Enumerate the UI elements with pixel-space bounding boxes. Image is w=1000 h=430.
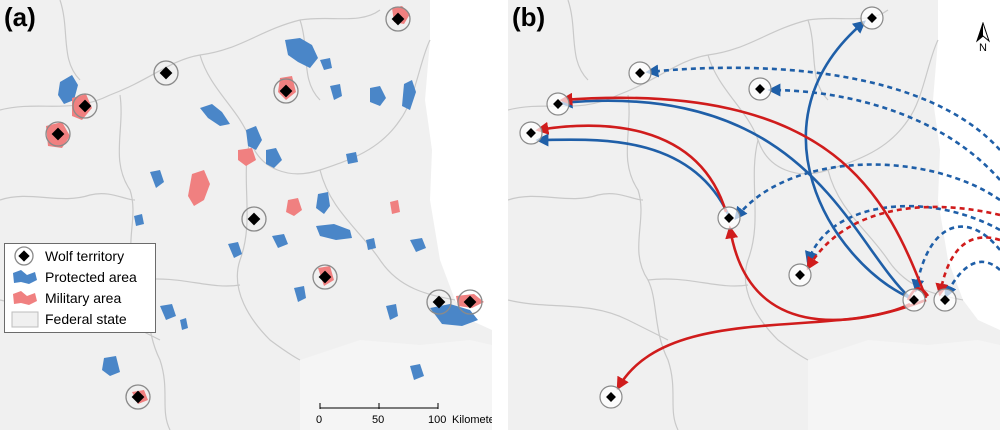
wolf-territory-marker <box>45 121 71 147</box>
scale-tick-label: 0 <box>316 414 323 426</box>
military-area <box>286 198 302 216</box>
legend-label: Military area <box>45 290 122 306</box>
north-arrow-icon <box>975 22 991 43</box>
protected-area <box>366 238 376 250</box>
wolf-territory-marker <box>788 263 812 287</box>
legend-item-wolf-territory: Wolf territory <box>5 246 155 266</box>
panel-a-map: (a) Wolf territory Protected area Milita… <box>0 0 492 430</box>
map-legend: Wolf territory Protected area Military a… <box>4 243 156 333</box>
wolf-territory-marker <box>860 6 884 30</box>
protected-area <box>266 148 282 168</box>
protected-area <box>294 286 306 302</box>
panel-a-label: (a) <box>4 2 36 32</box>
protected-areas <box>58 38 478 380</box>
dispersal-arrow-blue <box>535 133 730 215</box>
legend-item-military-area: Military area <box>5 288 155 308</box>
wolf-territory-marker <box>312 264 338 290</box>
wolf-territory-marker <box>519 121 543 145</box>
dispersal-arrow-red <box>616 302 911 391</box>
map-b-canvas <box>508 0 1000 430</box>
wolf-territory-marker <box>628 61 652 85</box>
wolf-territory-marker <box>902 288 926 312</box>
scale-bar-line <box>319 403 439 409</box>
protected-area <box>200 104 230 126</box>
protected-area <box>180 318 188 330</box>
dispersal-arrow-blue-dashed <box>911 225 1000 293</box>
outside-area-east <box>933 0 1000 330</box>
protected-area <box>134 214 144 226</box>
legend-item-protected-area: Protected area <box>5 267 155 287</box>
panel-b-map: (b) N <box>508 0 1000 430</box>
protected-area <box>410 364 424 380</box>
dispersal-arrow-blue-dashed <box>944 260 1000 299</box>
protected-area <box>370 86 386 106</box>
outside-area-south <box>808 340 1000 430</box>
dispersal-arrow-blue <box>804 20 911 300</box>
scale-unit-label: Kilometer <box>452 414 492 426</box>
dispersal-arrow-red <box>535 121 728 213</box>
dispersal-arrow-blue-dashed <box>805 204 1000 265</box>
protected-area <box>150 170 164 188</box>
protected-area <box>330 84 342 100</box>
protected-area <box>386 304 398 320</box>
legend-label: Wolf territory <box>45 248 125 264</box>
protected-area <box>316 192 330 214</box>
wolf-territory-marker <box>385 6 411 32</box>
wolf-territory-marker <box>599 385 623 409</box>
dispersal-dashed-arrows <box>645 64 1000 299</box>
military-area <box>238 148 256 166</box>
wolf-territory-marker <box>717 206 741 230</box>
protected-area <box>316 224 352 240</box>
wolf-territory-marker <box>748 77 772 101</box>
wolf-territory-marker <box>457 289 483 315</box>
dispersal-arrow-red-dashed <box>935 236 1000 297</box>
wolf-territory-icon <box>14 246 34 266</box>
wolf-territories <box>519 6 957 409</box>
protected-area <box>410 238 426 252</box>
military-area <box>390 200 400 214</box>
scale-tick-label: 100 <box>428 414 447 426</box>
federal-state-borders <box>508 0 964 430</box>
wolf-territory-marker <box>273 78 299 104</box>
wolf-territory-marker <box>426 289 452 315</box>
protected-area <box>285 38 318 68</box>
dispersal-arrow-blue-dashed <box>734 163 1000 221</box>
military-area-icon <box>13 291 37 305</box>
north-arrow: N <box>972 22 994 58</box>
protected-area <box>346 152 358 164</box>
protected-area <box>320 58 332 70</box>
protected-area <box>228 242 242 258</box>
wolf-territory-marker <box>241 206 267 232</box>
military-area <box>188 170 210 206</box>
legend-label: Protected area <box>45 269 137 285</box>
protected-area <box>58 75 78 104</box>
panel-b-label: (b) <box>512 2 546 32</box>
protected-area <box>272 234 288 248</box>
north-label: N <box>979 42 987 54</box>
federal-state-icon <box>11 311 39 328</box>
wolf-territory-marker <box>125 384 151 410</box>
scale-tick-label: 50 <box>372 414 385 426</box>
outside-area-east <box>425 0 492 330</box>
scale-bar: 0 50 100 Kilometer <box>300 402 492 430</box>
protected-area <box>160 304 176 320</box>
dispersal-arrow-red <box>559 92 928 299</box>
protected-area <box>102 356 120 376</box>
dispersal-arrow-blue <box>559 95 911 299</box>
wolf-territory-marker <box>153 60 179 86</box>
legend-label: Federal state <box>45 311 127 327</box>
protected-area <box>402 80 416 110</box>
wolf-territory-marker <box>546 92 570 116</box>
legend-item-federal-state: Federal state <box>5 309 155 329</box>
protected-area-icon <box>13 270 37 284</box>
wolf-territory-marker <box>933 288 957 312</box>
protected-area <box>246 126 262 150</box>
map-a-canvas <box>0 0 492 430</box>
protected-area <box>430 304 478 326</box>
dispersal-arrow-blue-dashed <box>767 83 1000 181</box>
